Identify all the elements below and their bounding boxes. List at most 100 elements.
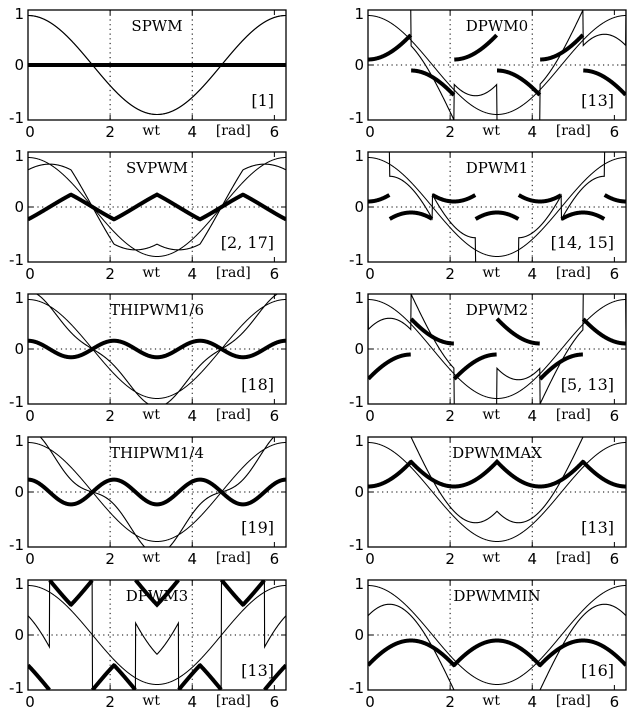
x-tick-label: 4	[187, 265, 197, 283]
y-tick-label: 1	[354, 5, 364, 23]
x-tick-label: 0	[25, 265, 35, 283]
reference-line	[28, 585, 286, 685]
y-tick-label: -1	[9, 679, 24, 697]
x-axis-label: wt	[482, 550, 500, 566]
panel-thipwm4: 10-10 2 4 6wt [rad]THIPWM1/4[19]	[9, 432, 287, 568]
panel-thipwm6: 10-10 2 4 6wt [rad]THIPWM1/6[18]	[9, 289, 287, 425]
x-axis-unit: [rad]	[216, 407, 251, 423]
x-tick-label: 6	[610, 265, 620, 283]
panel-citation: [13]	[581, 91, 614, 110]
y-tick-label: 0	[14, 340, 24, 358]
panel-dpwm3: 10-10 2 4 6wt [rad]DPWM3[13]	[9, 575, 287, 711]
x-tick-label: 0	[25, 693, 35, 711]
panel-citation: [14, 15]	[551, 233, 614, 252]
y-tick-label: -1	[349, 109, 364, 127]
x-tick-label: 4	[527, 265, 537, 283]
x-tick-label: 6	[610, 407, 620, 425]
panel-title: DPWMMIN	[453, 587, 540, 605]
y-tick-label: -1	[9, 109, 24, 127]
x-axis-unit: [rad]	[556, 407, 591, 423]
x-axis-unit: [rad]	[556, 550, 591, 566]
x-axis-label: wt	[142, 123, 160, 139]
x-axis-unit: [rad]	[216, 265, 251, 281]
modulation-line	[39, 437, 275, 547]
panel-citation: [19]	[241, 518, 274, 537]
x-axis-unit: [rad]	[556, 123, 591, 139]
panel-dpwm2: 10-10 2 4 6wt [rad]DPWM2[5, 13]	[349, 289, 627, 425]
x-tick-label: 2	[445, 693, 455, 711]
zero-sequence-line	[368, 638, 626, 668]
y-tick-label: 1	[14, 147, 24, 165]
panel-title: DPWM0	[466, 17, 528, 35]
modulation-line	[28, 14, 286, 116]
x-tick-label: 4	[527, 550, 537, 568]
reference-line	[368, 157, 626, 257]
panel-dpwmmax: 10-10 2 4 6wt [rad]DPWMMAX[13]	[349, 432, 627, 568]
y-tick-label: 0	[354, 198, 364, 216]
x-axis-unit: [rad]	[556, 265, 591, 281]
y-tick-label: 0	[354, 626, 364, 644]
reference-line	[368, 442, 626, 542]
zero-sequence-line	[28, 338, 286, 360]
x-axis-label: wt	[142, 693, 160, 709]
x-axis-unit: [rad]	[216, 693, 251, 709]
panel-svpwm: 10-10 2 4 6wt [rad]SVPWM[2, 17]	[9, 147, 287, 283]
panel-dpwm0: 10-10 2 4 6wt [rad]DPWM0[13]	[349, 5, 627, 141]
x-tick-label: 2	[105, 123, 115, 141]
zero-sequence-line	[28, 580, 286, 690]
x-tick-label: 0	[365, 693, 375, 711]
modulation-line	[35, 294, 279, 404]
y-tick-label: 1	[14, 5, 24, 23]
y-tick-label: 1	[354, 432, 364, 450]
y-tick-label: 0	[354, 56, 364, 74]
reference-line	[28, 299, 286, 399]
y-tick-label: -1	[349, 536, 364, 554]
x-tick-label: 4	[527, 123, 537, 141]
x-tick-label: 0	[365, 123, 375, 141]
x-axis-label: wt	[482, 693, 500, 709]
x-tick-label: 6	[610, 693, 620, 711]
y-tick-label: 0	[354, 340, 364, 358]
zero-sequence-line	[368, 193, 626, 221]
x-axis-label: wt	[482, 265, 500, 281]
x-tick-label: 2	[105, 550, 115, 568]
x-tick-label: 0	[25, 407, 35, 425]
zero-sequence-line	[368, 33, 626, 97]
x-tick-label: 4	[527, 693, 537, 711]
x-tick-label: 6	[270, 123, 280, 141]
x-tick-label: 2	[105, 693, 115, 711]
y-tick-label: 0	[14, 56, 24, 74]
panel-title: SPWM	[131, 17, 182, 35]
panel-title: DPWM3	[126, 587, 188, 605]
y-tick-label: 1	[354, 147, 364, 165]
x-tick-label: 0	[365, 265, 375, 283]
x-tick-label: 2	[105, 265, 115, 283]
panel-title: DPWMMAX	[452, 444, 542, 462]
x-tick-label: 6	[270, 265, 280, 283]
panel-spwm: 10-10 2 4 6wt [rad]SPWM[1]	[9, 5, 287, 141]
x-tick-label: 4	[527, 407, 537, 425]
x-tick-label: 0	[25, 550, 35, 568]
panel-dpwm1: 10-10 2 4 6wt [rad]DPWM1[14, 15]	[349, 147, 627, 283]
y-tick-label: 0	[14, 626, 24, 644]
x-axis-unit: [rad]	[216, 550, 251, 566]
x-axis-label: wt	[482, 407, 500, 423]
x-axis-unit: [rad]	[556, 693, 591, 709]
x-tick-label: 0	[365, 550, 375, 568]
reference-line	[28, 442, 286, 542]
x-tick-label: 2	[445, 265, 455, 283]
x-tick-label: 4	[187, 550, 197, 568]
zero-sequence-line	[28, 192, 286, 222]
zero-sequence-line	[368, 458, 626, 489]
x-tick-label: 6	[610, 550, 620, 568]
x-tick-label: 4	[187, 407, 197, 425]
panel-citation: [13]	[581, 518, 614, 537]
x-tick-label: 6	[610, 123, 620, 141]
y-tick-label: 1	[354, 575, 364, 593]
x-tick-label: 0	[25, 123, 35, 141]
x-tick-label: 2	[105, 407, 115, 425]
x-tick-label: 2	[445, 407, 455, 425]
y-tick-label: 1	[14, 575, 24, 593]
panel-citation: [18]	[241, 375, 274, 394]
